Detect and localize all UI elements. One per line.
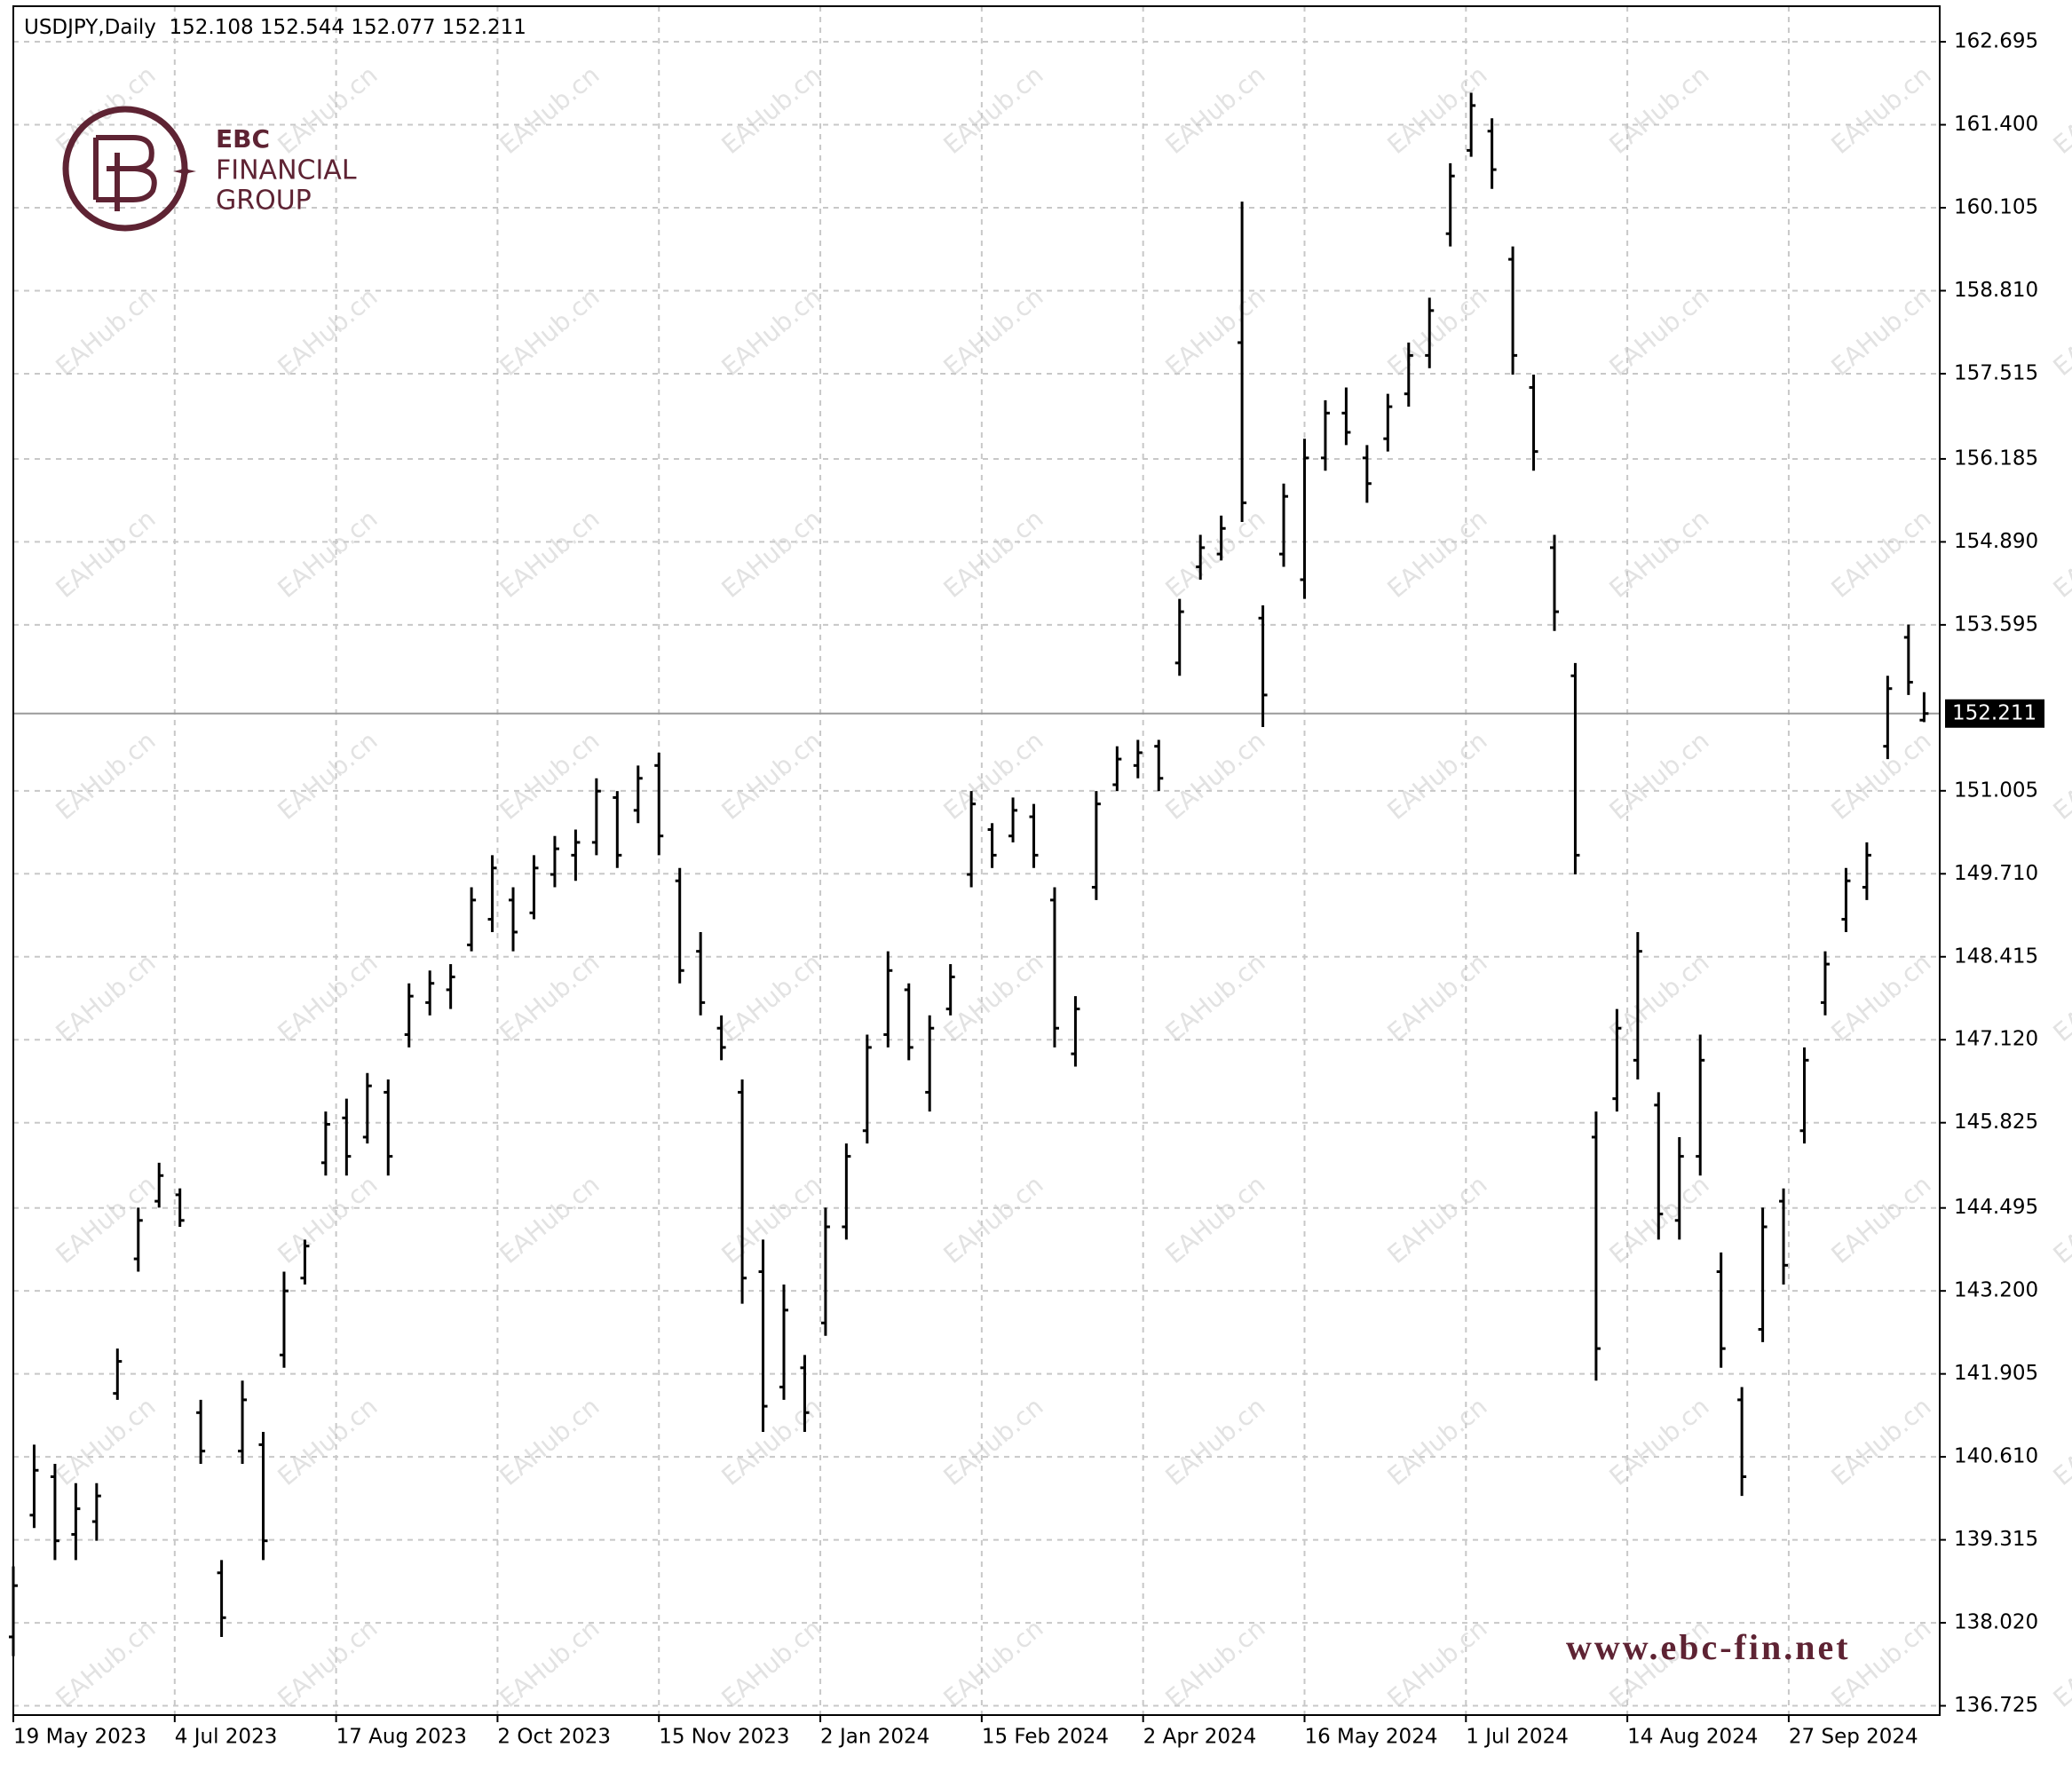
y-tick-label: 154.890 [1954,530,2038,553]
logo-text: FINANCIAL [216,155,357,186]
logo-mark [93,135,157,211]
website-url: www.ebc-fin.net [1566,1627,1851,1667]
x-tick-label: 2 Oct 2023 [497,1726,611,1749]
bars [9,92,1929,1656]
y-tick-label: 138.020 [1954,1611,2038,1634]
y-tick-label: 145.825 [1954,1111,2038,1134]
logo-star [173,162,196,181]
ohlc-low: 152.077 [351,16,435,39]
x-tick-label: 1 Jul 2024 [1466,1726,1569,1749]
x-tick-label: 14 Aug 2024 [1627,1726,1758,1749]
y-tick-label: 156.185 [1954,447,2038,470]
y-tick-label: 143.200 [1954,1279,2038,1302]
x-tick-label: 4 Jul 2023 [175,1726,278,1749]
x-tick-label: 19 May 2023 [13,1726,146,1749]
grid [12,6,1946,1722]
x-tick-label: 17 Aug 2023 [336,1726,467,1749]
y-tick-label: 157.515 [1954,361,2038,384]
chart-title: USDJPY,Daily [24,16,156,39]
plot-frame [12,5,1941,1716]
logo-text: GROUP [216,186,312,217]
chart-header: USDJPY,Daily 152.108 152.544 152.077 152… [24,16,526,39]
y-tick-label: 139.315 [1954,1528,2038,1551]
ohlc-open: 152.108 [169,16,253,39]
ohlc-high: 152.544 [260,16,344,39]
ohlc-close: 152.211 [442,16,526,39]
y-tick-label: 160.105 [1954,196,2038,219]
price-tag-label: 152.211 [1952,701,2036,724]
x-tick-label: 27 Sep 2024 [1789,1726,1918,1749]
x-tick-label: 2 Apr 2024 [1143,1726,1257,1749]
logo: EBC FINANCIAL GROUP [62,106,357,232]
x-tick-label: 15 Feb 2024 [982,1726,1109,1749]
y-tick-label: 153.595 [1954,613,2038,636]
x-tick-label: 15 Nov 2023 [659,1726,789,1749]
price-tag [1945,699,2044,728]
y-tick-label: 158.810 [1954,279,2038,302]
y-tick-label: 149.710 [1954,862,2038,885]
y-tick-label: 161.400 [1954,113,2038,136]
y-tick-label: 144.495 [1954,1196,2038,1219]
y-tick-label: 148.415 [1954,945,2038,968]
x-tick-label: 2 Jan 2024 [820,1726,929,1749]
x-tick-label: 16 May 2024 [1304,1726,1437,1749]
y-tick-label: 151.005 [1954,779,2038,802]
y-tick-label: 147.120 [1954,1028,2038,1051]
y-tick-label: 162.695 [1954,30,2038,53]
logo-text: EBC [216,124,270,154]
y-tick-label: 136.725 [1954,1694,2038,1717]
y-tick-label: 141.905 [1954,1362,2038,1385]
y-tick-label: 140.610 [1954,1445,2038,1468]
